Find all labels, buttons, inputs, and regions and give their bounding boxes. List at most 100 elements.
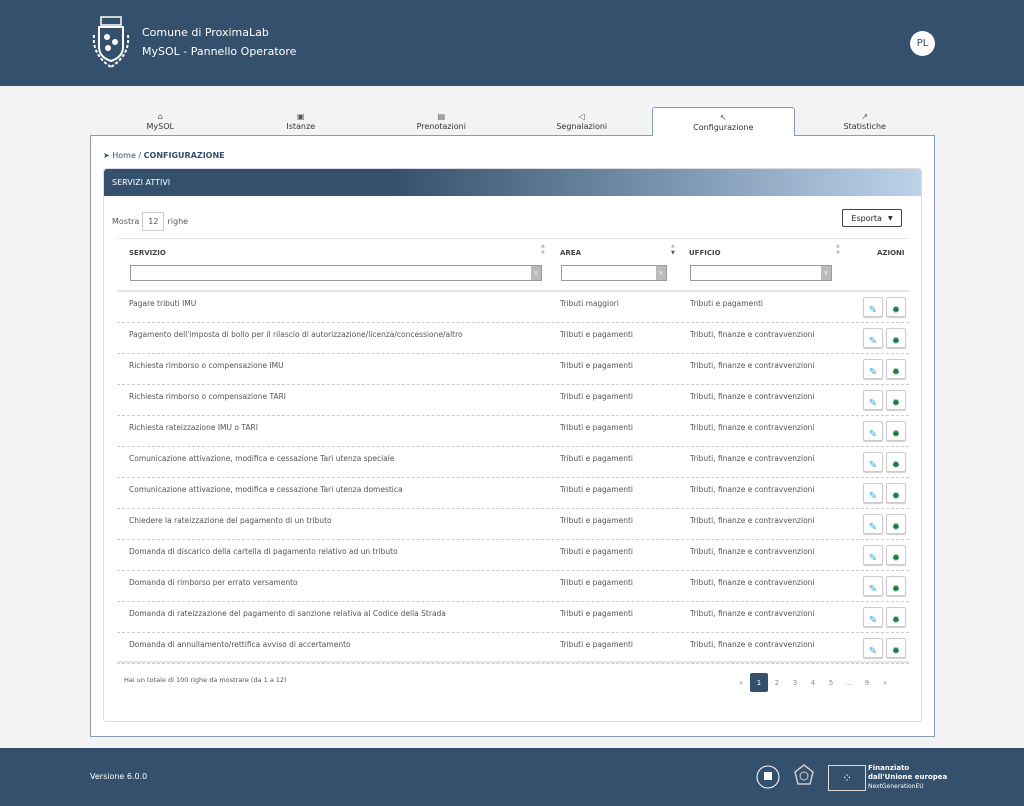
ufficio-filter-input[interactable]: x (690, 265, 832, 281)
avatar[interactable]: PL (910, 31, 935, 56)
column-header-ufficio[interactable]: UFFICIO (689, 249, 721, 257)
settings-button[interactable]: ✹ (886, 514, 906, 534)
clear-filter-button[interactable]: x (656, 266, 666, 280)
edit-button[interactable]: ✎ (863, 359, 883, 379)
edit-icon: ✎ (868, 522, 878, 533)
page-size-input[interactable]: 12 (142, 212, 165, 231)
eu-funding-text: Finanziato dall'Unione europea NextGenerat… (868, 764, 947, 791)
cell-ufficio: Tributi, finanze e contravvenzioni (690, 547, 815, 556)
edit-button[interactable]: ✎ (863, 421, 883, 441)
tab-istanze[interactable]: ▣ Istanze (231, 107, 372, 135)
page-button[interactable]: 5 (828, 678, 834, 687)
next-page-button[interactable]: » (882, 678, 888, 687)
edit-button[interactable]: ✎ (863, 483, 883, 503)
tab-label: Statistiche (843, 122, 886, 131)
sort-icon[interactable]: ▲ ▼ (541, 243, 545, 256)
page-button[interactable]: 3 (792, 678, 798, 687)
document-icon: ▣ (296, 112, 305, 121)
cell-area: Tributi e pagamenti (560, 330, 633, 339)
cell-servizio: Domanda di annullamento/rettifica avviso… (129, 640, 351, 649)
settings-button[interactable]: ✹ (886, 638, 906, 658)
page-button[interactable]: 1 (750, 673, 768, 692)
tab-mysol[interactable]: ⌂ MySOL (90, 107, 231, 135)
edit-icon: ✎ (868, 553, 878, 564)
column-header-servizio[interactable]: SERVIZIO (129, 249, 166, 257)
settings-button[interactable]: ✹ (886, 421, 906, 441)
edit-button[interactable]: ✎ (863, 576, 883, 596)
page-button[interactable]: 2 (774, 678, 780, 687)
area-filter-input[interactable]: x (561, 265, 667, 281)
page-button[interactable]: 9 (864, 678, 870, 687)
clear-filter-button[interactable]: x (821, 266, 831, 280)
cell-area: Tributi e pagamenti (560, 423, 633, 432)
settings-button[interactable]: ✹ (886, 297, 906, 317)
edit-icon: ✎ (868, 615, 878, 626)
edit-button[interactable]: ✎ (863, 297, 883, 317)
export-button[interactable]: Esporta ▼ (842, 209, 902, 227)
edit-button[interactable]: ✎ (863, 514, 883, 534)
tab-label: Istanze (286, 122, 316, 131)
header: Comune di ProximaLab MySOL - Pannello Op… (0, 0, 1024, 86)
page-button[interactable]: 4 (810, 678, 816, 687)
edit-button[interactable]: ✎ (863, 452, 883, 472)
divider (117, 290, 909, 292)
settings-button[interactable]: ✹ (886, 390, 906, 410)
settings-button[interactable]: ✹ (886, 452, 906, 472)
page-button: ... (845, 678, 853, 687)
sort-icon[interactable]: ▲ ▼ (836, 243, 840, 256)
sort-desc-icon[interactable]: ▲ ▼ (671, 243, 675, 256)
edit-button[interactable]: ✎ (863, 545, 883, 565)
column-header-area[interactable]: AREA (560, 249, 582, 257)
cell-servizio: Domanda di rateizzazione del pagamento d… (129, 609, 446, 618)
calendar-icon: ▤ (437, 112, 446, 121)
tab-label: Configurazione (693, 123, 754, 132)
cell-ufficio: Tributi, finanze e contravvenzioni (690, 609, 815, 618)
clear-filter-button[interactable]: x (531, 266, 541, 280)
tab-prenotazioni[interactable]: ▤ Prenotazioni (371, 107, 512, 135)
servizio-filter-input[interactable]: x (130, 265, 542, 281)
tab-statistiche[interactable]: ↗ Statistiche (795, 107, 936, 135)
cell-area: Tributi e pagamenti (560, 454, 633, 463)
edit-icon: ✎ (868, 491, 878, 502)
breadcrumb-separator: / (138, 151, 142, 160)
eu-line-1: Finanziato (868, 764, 910, 772)
cell-ufficio: Tributi, finanze e contravvenzioni (690, 423, 815, 432)
cell-area: Tributi e pagamenti (560, 640, 633, 649)
cell-servizio: Comunicazione attivazione, modifica e ce… (129, 454, 395, 463)
edit-button[interactable]: ✎ (863, 638, 883, 658)
megaphone-icon: ◁ (578, 112, 585, 121)
cell-area: Tributi e pagamenti (560, 516, 633, 525)
settings-button[interactable]: ✹ (886, 328, 906, 348)
prev-page-button[interactable]: « (738, 678, 744, 687)
settings-button[interactable]: ✹ (886, 576, 906, 596)
table-row: Domanda di rateizzazione del pagamento d… (117, 602, 909, 633)
gear-icon: ✹ (891, 398, 901, 409)
settings-button[interactable]: ✹ (886, 359, 906, 379)
app-name: MySOL - Pannello Operatore (142, 45, 297, 58)
settings-button[interactable]: ✹ (886, 607, 906, 627)
edit-icon: ✎ (868, 367, 878, 378)
tab-label: Segnalazioni (556, 122, 608, 131)
cell-area: Tributi e pagamenti (560, 392, 633, 401)
cell-ufficio: Tributi, finanze e contravvenzioni (690, 640, 815, 649)
breadcrumb-home[interactable]: Home (112, 151, 136, 160)
settings-button[interactable]: ✹ (886, 483, 906, 503)
settings-button[interactable]: ✹ (886, 545, 906, 565)
edit-button[interactable]: ✎ (863, 390, 883, 410)
cell-ufficio: Tributi e pagamenti (690, 299, 763, 308)
card-title: SERVIZI ATTIVI (104, 169, 921, 196)
gear-icon: ✹ (891, 615, 901, 626)
page-size-control: Mostra 12 righe (112, 212, 188, 231)
export-label: Esporta (851, 213, 882, 223)
wrench-icon: ↖ (719, 113, 727, 122)
edit-button[interactable]: ✎ (863, 607, 883, 627)
gear-icon: ✹ (891, 429, 901, 440)
edit-icon: ✎ (868, 429, 878, 440)
gear-icon: ✹ (891, 584, 901, 595)
gear-icon: ✹ (891, 491, 901, 502)
cell-servizio: Richiesta rateizzazione IMU o TARI (129, 423, 258, 432)
tab-segnalazioni[interactable]: ◁ Segnalazioni (512, 107, 653, 135)
tab-configurazione[interactable]: ↖ Configurazione (652, 107, 795, 136)
edit-button[interactable]: ✎ (863, 328, 883, 348)
cell-ufficio: Tributi, finanze e contravvenzioni (690, 361, 815, 370)
